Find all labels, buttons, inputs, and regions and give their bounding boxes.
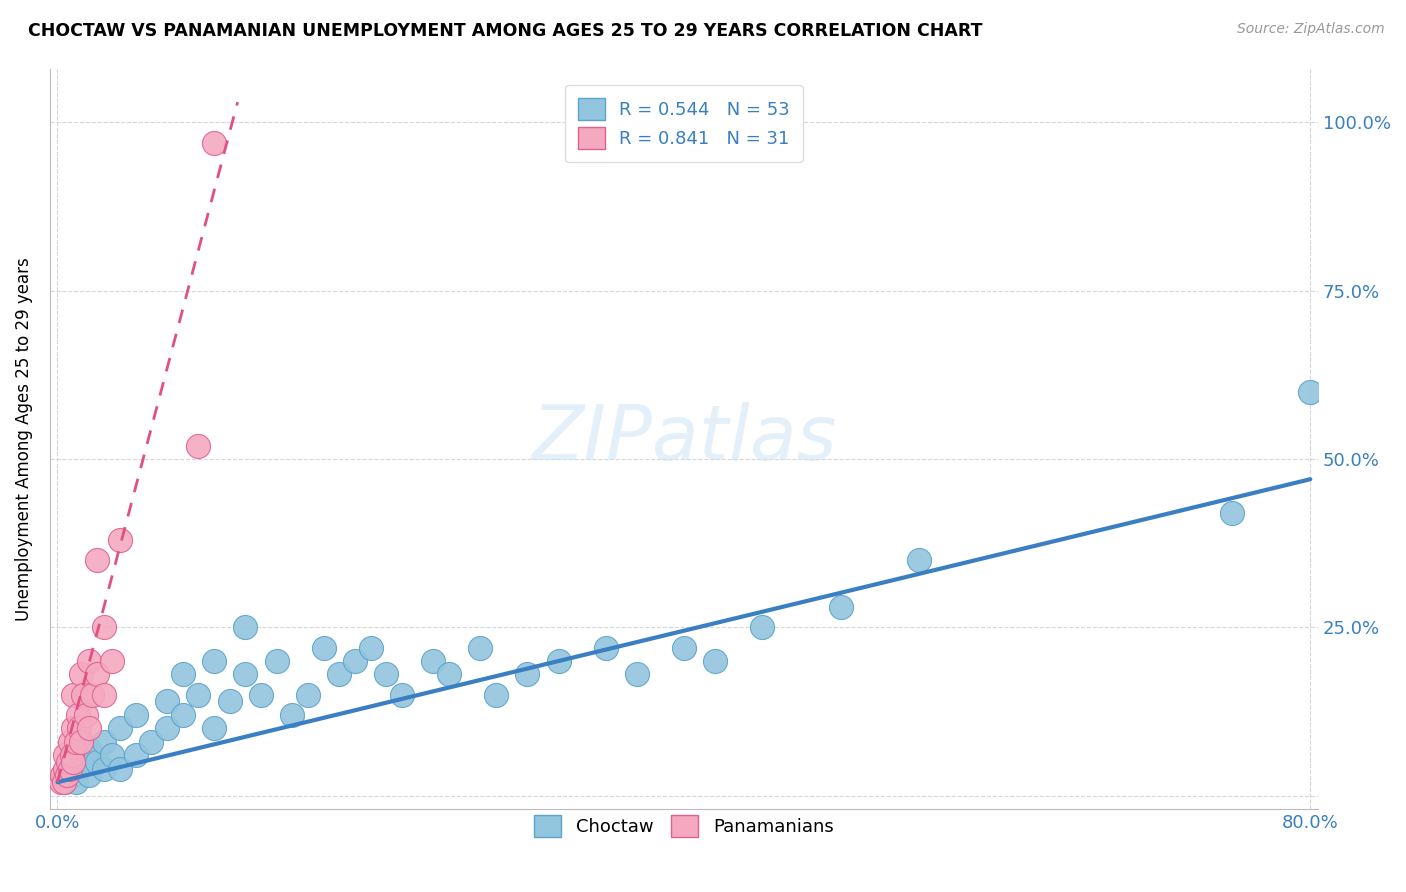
Point [626, 667, 648, 681]
Point [58, 755, 80, 769]
Point [108, 762, 131, 776]
Point [66, 707, 89, 722]
Point [266, 654, 288, 668]
Point [281, 707, 304, 722]
Point [59, 762, 82, 776]
Point [62, 688, 84, 702]
Point [360, 640, 382, 655]
Point [187, 688, 209, 702]
Point [422, 654, 444, 668]
Point [218, 694, 240, 708]
Text: ZIPatlas: ZIPatlas [531, 401, 837, 475]
Point [60, 748, 83, 763]
Point [344, 654, 367, 668]
Point [70, 755, 93, 769]
Point [67, 722, 90, 736]
Point [86, 667, 108, 681]
Point [101, 748, 124, 763]
Point [101, 654, 124, 668]
Point [156, 722, 179, 736]
Point [59, 735, 82, 749]
Y-axis label: Unemployment Among Ages 25 to 29 years: Unemployment Among Ages 25 to 29 years [15, 257, 32, 621]
Point [125, 707, 148, 722]
Point [830, 600, 852, 615]
Point [51, 768, 73, 782]
Point [312, 640, 335, 655]
Point [62, 722, 84, 736]
Point [80, 688, 103, 702]
Point [77, 741, 100, 756]
Text: Source: ZipAtlas.com: Source: ZipAtlas.com [1237, 22, 1385, 37]
Point [202, 722, 225, 736]
Point [62, 755, 84, 769]
Point [297, 688, 319, 702]
Point [202, 136, 225, 150]
Point [328, 667, 350, 681]
Point [704, 654, 727, 668]
Legend: Choctaw, Panamanians: Choctaw, Panamanians [527, 808, 841, 845]
Point [375, 667, 398, 681]
Point [56, 768, 79, 782]
Point [156, 694, 179, 708]
Point [1299, 384, 1322, 399]
Point [59, 762, 82, 776]
Point [72, 688, 94, 702]
Point [516, 667, 538, 681]
Point [108, 722, 131, 736]
Point [672, 640, 695, 655]
Point [70, 667, 93, 681]
Point [907, 553, 929, 567]
Point [70, 735, 93, 749]
Text: CHOCTAW VS PANAMANIAN UNEMPLOYMENT AMONG AGES 25 TO 29 YEARS CORRELATION CHART: CHOCTAW VS PANAMANIAN UNEMPLOYMENT AMONG… [28, 22, 983, 40]
Point [86, 553, 108, 567]
Point [751, 620, 773, 634]
Point [65, 735, 87, 749]
Point [172, 707, 194, 722]
Point [250, 688, 273, 702]
Point [141, 735, 163, 749]
Point [77, 768, 100, 782]
Point [77, 722, 100, 736]
Point [108, 533, 131, 547]
Point [93, 762, 115, 776]
Point [52, 775, 75, 789]
Point [62, 748, 84, 763]
Point [53, 775, 76, 789]
Point [125, 748, 148, 763]
Point [93, 735, 115, 749]
Point [235, 667, 257, 681]
Point [86, 755, 108, 769]
Point [93, 688, 115, 702]
Point [485, 688, 508, 702]
Point [202, 654, 225, 668]
Point [391, 688, 413, 702]
Point [187, 439, 209, 453]
Point [70, 735, 93, 749]
Point [49, 775, 72, 789]
Point [595, 640, 617, 655]
Point [62, 768, 84, 782]
Point [437, 667, 460, 681]
Point [547, 654, 569, 668]
Point [75, 707, 97, 722]
Point [93, 620, 115, 634]
Point [53, 762, 76, 776]
Point [470, 640, 492, 655]
Point [235, 620, 257, 634]
Point [77, 654, 100, 668]
Point [1220, 506, 1243, 520]
Point [65, 775, 87, 789]
Point [53, 748, 76, 763]
Point [172, 667, 194, 681]
